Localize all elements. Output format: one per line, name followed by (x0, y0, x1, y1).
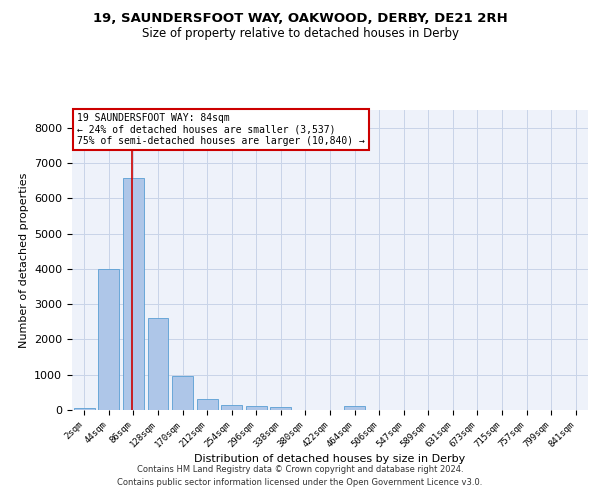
Y-axis label: Number of detached properties: Number of detached properties (19, 172, 29, 348)
Bar (221, 406, 242, 410)
Text: Contains public sector information licensed under the Open Government Licence v3: Contains public sector information licen… (118, 478, 482, 487)
Bar (172, 376, 193, 410)
Bar (148, 318, 169, 410)
Bar (271, 407, 292, 410)
Text: 19, SAUNDERSFOOT WAY, OAKWOOD, DERBY, DE21 2RH: 19, SAUNDERSFOOT WAY, OAKWOOD, DERBY, DE… (92, 12, 508, 26)
Bar (197, 399, 218, 410)
Text: Contains HM Land Registry data © Crown copyright and database right 2024.: Contains HM Land Registry data © Crown c… (137, 466, 463, 474)
Bar (98, 269, 119, 410)
Bar (123, 178, 144, 410)
Bar (74, 408, 95, 410)
Bar (344, 406, 365, 410)
Bar (246, 406, 267, 410)
X-axis label: Distribution of detached houses by size in Derby: Distribution of detached houses by size … (194, 454, 466, 464)
Text: 19 SAUNDERSFOOT WAY: 84sqm
← 24% of detached houses are smaller (3,537)
75% of s: 19 SAUNDERSFOOT WAY: 84sqm ← 24% of deta… (77, 113, 365, 146)
Text: Size of property relative to detached houses in Derby: Size of property relative to detached ho… (142, 28, 458, 40)
